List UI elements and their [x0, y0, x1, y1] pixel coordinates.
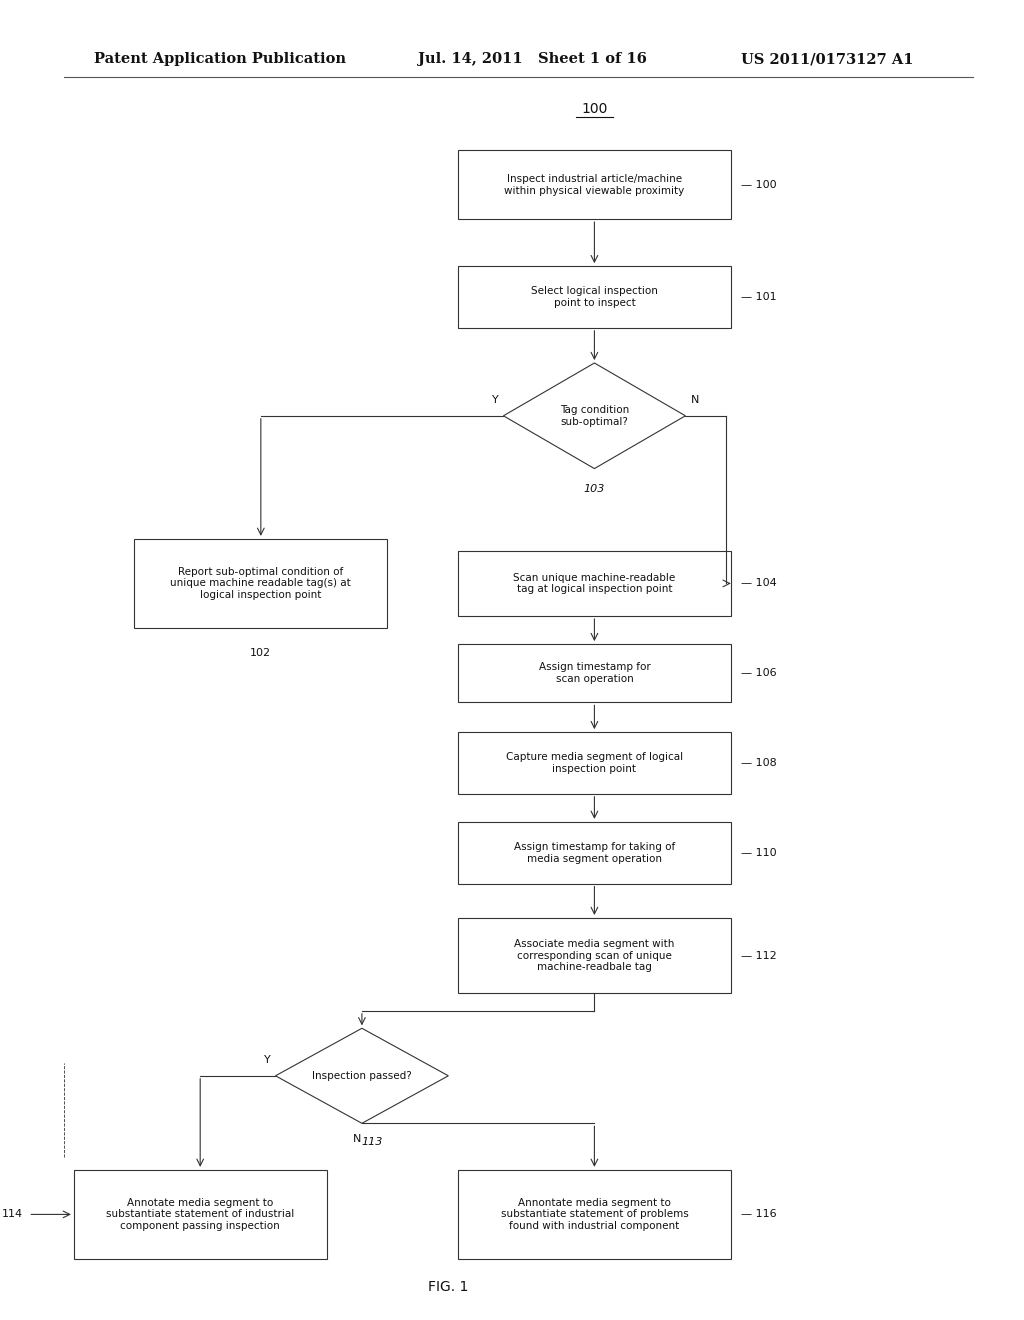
Text: 113: 113 — [361, 1137, 383, 1147]
Text: 114: 114 — [2, 1209, 24, 1220]
FancyBboxPatch shape — [458, 644, 731, 702]
Text: Capture media segment of logical
inspection point: Capture media segment of logical inspect… — [506, 752, 683, 774]
FancyBboxPatch shape — [458, 1170, 731, 1259]
Polygon shape — [275, 1028, 449, 1123]
FancyBboxPatch shape — [458, 267, 731, 327]
Text: Y: Y — [264, 1055, 270, 1065]
Text: — 101: — 101 — [741, 292, 776, 302]
Text: — 110: — 110 — [741, 847, 776, 858]
Text: Assign timestamp for taking of
media segment operation: Assign timestamp for taking of media seg… — [514, 842, 675, 863]
FancyBboxPatch shape — [458, 150, 731, 219]
Text: US 2011/0173127 A1: US 2011/0173127 A1 — [741, 53, 913, 66]
Text: Scan unique machine-readable
tag at logical inspection point: Scan unique machine-readable tag at logi… — [513, 573, 676, 594]
Text: Assign timestamp for
scan operation: Assign timestamp for scan operation — [539, 663, 650, 684]
Text: FIG. 1: FIG. 1 — [428, 1280, 468, 1294]
Text: Patent Application Publication: Patent Application Publication — [94, 53, 346, 66]
Text: N: N — [690, 395, 698, 405]
FancyBboxPatch shape — [458, 822, 731, 883]
Text: Inspection passed?: Inspection passed? — [312, 1071, 412, 1081]
Text: — 108: — 108 — [741, 758, 777, 768]
Text: Annontate media segment to
substantiate statement of problems
found with industr: Annontate media segment to substantiate … — [501, 1197, 688, 1232]
Text: Associate media segment with
corresponding scan of unique
machine-readbale tag: Associate media segment with correspondi… — [514, 939, 675, 973]
FancyBboxPatch shape — [74, 1170, 327, 1259]
Text: — 100: — 100 — [741, 180, 776, 190]
Text: 102: 102 — [250, 648, 271, 657]
FancyBboxPatch shape — [458, 550, 731, 616]
FancyBboxPatch shape — [458, 733, 731, 793]
Text: — 116: — 116 — [741, 1209, 776, 1220]
Text: — 106: — 106 — [741, 668, 776, 678]
Text: Y: Y — [492, 395, 499, 405]
FancyBboxPatch shape — [134, 539, 387, 628]
FancyBboxPatch shape — [458, 917, 731, 994]
Text: 100: 100 — [582, 102, 607, 116]
Text: Tag condition
sub-optimal?: Tag condition sub-optimal? — [560, 405, 629, 426]
Text: Select logical inspection
point to inspect: Select logical inspection point to inspe… — [531, 286, 657, 308]
Text: N: N — [352, 1134, 361, 1144]
Text: — 104: — 104 — [741, 578, 777, 589]
Text: 103: 103 — [584, 484, 605, 495]
Text: Annotate media segment to
substantiate statement of industrial
component passing: Annotate media segment to substantiate s… — [106, 1197, 294, 1232]
Text: — 112: — 112 — [741, 950, 777, 961]
Text: Jul. 14, 2011   Sheet 1 of 16: Jul. 14, 2011 Sheet 1 of 16 — [418, 53, 646, 66]
Polygon shape — [504, 363, 685, 469]
Text: Inspect industrial article/machine
within physical viewable proximity: Inspect industrial article/machine withi… — [504, 174, 684, 195]
Text: Report sub-optimal condition of
unique machine readable tag(s) at
logical inspec: Report sub-optimal condition of unique m… — [170, 566, 351, 601]
